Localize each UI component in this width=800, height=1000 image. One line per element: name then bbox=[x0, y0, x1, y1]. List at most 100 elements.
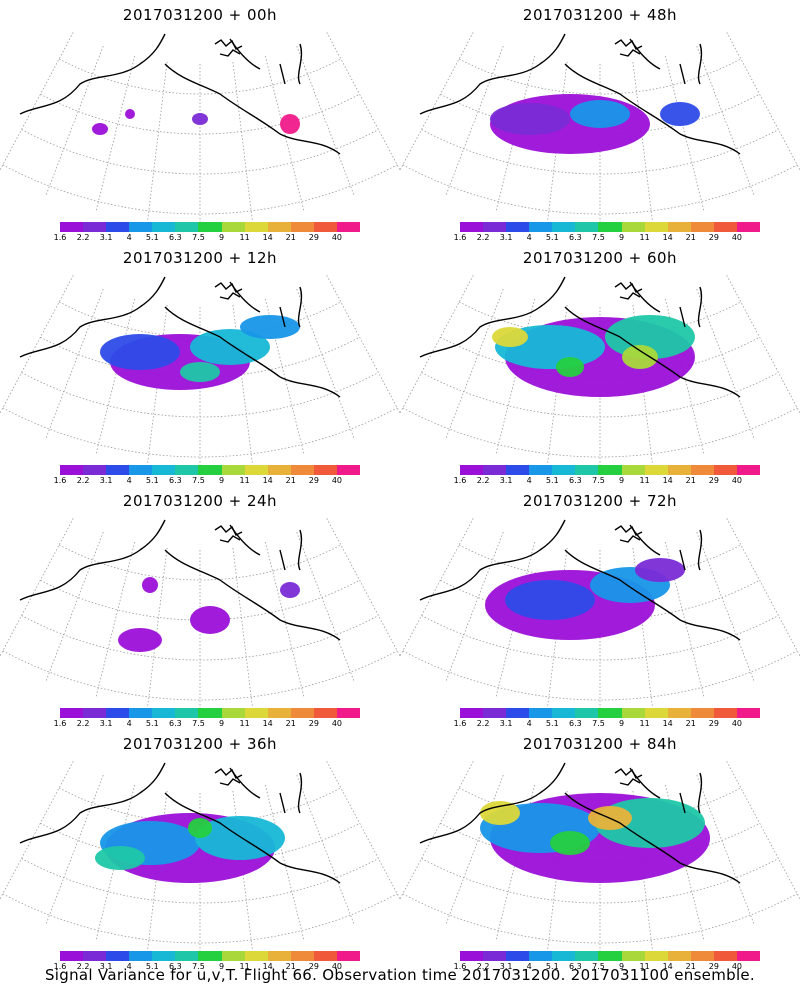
colorbar-segment bbox=[552, 708, 576, 718]
colorbar-segment bbox=[621, 465, 645, 475]
colorbar-tick-label: 2.2 bbox=[476, 233, 490, 242]
colorbar-tick-label: 4 bbox=[126, 233, 132, 242]
colorbar-segment bbox=[644, 951, 668, 961]
colorbar-tick-label: 4 bbox=[126, 476, 132, 485]
variance-contour bbox=[100, 334, 180, 370]
colorbar-segment bbox=[460, 951, 484, 961]
variance-contour bbox=[195, 816, 285, 860]
colorbar-segment bbox=[644, 465, 668, 475]
colorbar-tick-label: 6.3 bbox=[169, 719, 182, 728]
colorbar-segment bbox=[575, 708, 599, 718]
variance-contour bbox=[142, 577, 158, 593]
colorbar-tick-label: 14 bbox=[662, 719, 673, 728]
colorbar-segment bbox=[129, 708, 153, 718]
colorbar-segment bbox=[175, 951, 199, 961]
colorbar-segment bbox=[506, 222, 530, 232]
colorbar-tick-label: 29 bbox=[708, 962, 719, 971]
colorbar-segment bbox=[598, 222, 622, 232]
colorbar-segment bbox=[198, 951, 222, 961]
colorbar-tick-label: 11 bbox=[639, 962, 650, 971]
colorbar-tick-label: 5.1 bbox=[145, 233, 159, 242]
colorbar-tick-label: 5.1 bbox=[145, 962, 159, 971]
colorbar-segment bbox=[83, 708, 107, 718]
colorbar-tick-label: 21 bbox=[285, 476, 296, 485]
colorbar-segment bbox=[198, 222, 222, 232]
colorbar-segment bbox=[483, 465, 507, 475]
colorbar-segment bbox=[529, 708, 553, 718]
colorbar-tick-label: 29 bbox=[308, 233, 319, 242]
colorbar-labels: 1.6 2.2 3.1 4 5.1 6.3 7.5 9 11 14 21 29 40 bbox=[454, 719, 760, 729]
colorbar-tick-label: 6.3 bbox=[569, 719, 582, 728]
colorbar-segment bbox=[690, 222, 714, 232]
colorbar-tick-label: 11 bbox=[239, 233, 250, 242]
panel-title: 2017031200 + 00h bbox=[122, 6, 278, 24]
variance-field bbox=[492, 315, 695, 397]
colorbar-tick-label: 9 bbox=[618, 719, 625, 728]
panel-title: 2017031200 + 48h bbox=[522, 6, 678, 24]
colorbar-tick-label: 29 bbox=[308, 476, 319, 485]
colorbar-tick-label: 2.2 bbox=[476, 476, 490, 485]
colorbar-tick-label: 40 bbox=[731, 476, 743, 485]
colorbar-segment bbox=[506, 951, 530, 961]
colorbar-tick-label: 21 bbox=[685, 233, 696, 242]
colorbar-segment bbox=[175, 222, 199, 232]
colorbar-segment bbox=[713, 708, 737, 718]
panel-title: 2017031200 + 84h bbox=[522, 735, 678, 753]
colorbar-tick-label: 4 bbox=[526, 962, 532, 971]
coastline bbox=[19, 33, 341, 155]
variance-contour bbox=[180, 362, 220, 382]
colorbar-segment bbox=[736, 465, 761, 475]
colorbar-segment bbox=[198, 708, 222, 718]
coastline bbox=[19, 762, 341, 884]
colorbar-segment bbox=[313, 222, 337, 232]
variance-field bbox=[480, 793, 710, 883]
variance-contour bbox=[556, 357, 584, 377]
colorbar-segment bbox=[529, 465, 553, 475]
colorbar bbox=[460, 222, 761, 232]
graticule bbox=[0, 518, 400, 710]
colorbar-tick-label: 5.1 bbox=[145, 719, 159, 728]
variance-contour bbox=[280, 114, 300, 134]
colorbar-labels: 1.6 2.2 3.1 4 5.1 6.3 7.5 9 11 14 21 29 40 bbox=[454, 233, 760, 243]
figure-caption: Signal Variance for u,v,T. Flight 66. Ob… bbox=[44, 966, 756, 984]
colorbar-tick-label: 3.1 bbox=[499, 476, 513, 485]
colorbar-tick-label: 5.1 bbox=[545, 962, 559, 971]
colorbar-tick-label: 2.2 bbox=[76, 476, 90, 485]
colorbar-segment bbox=[313, 465, 337, 475]
colorbar-segment bbox=[690, 465, 714, 475]
colorbar-segment bbox=[713, 222, 737, 232]
colorbar-segment bbox=[221, 222, 245, 232]
colorbar-segment bbox=[152, 951, 176, 961]
colorbar-segment bbox=[60, 708, 84, 718]
colorbar-tick-label: 9 bbox=[618, 476, 625, 485]
colorbar-tick-label: 29 bbox=[308, 962, 319, 971]
colorbar-tick-label: 4 bbox=[126, 719, 132, 728]
colorbar-tick-label: 1.6 bbox=[453, 719, 467, 728]
colorbar-labels: 1.6 2.2 3.1 4 5.1 6.3 7.5 9 11 14 21 29 40 bbox=[454, 476, 760, 486]
colorbar-segment bbox=[175, 465, 199, 475]
variance-contour bbox=[240, 315, 300, 339]
colorbar-tick-label: 1.6 bbox=[453, 476, 467, 485]
colorbar-tick-label: 6.3 bbox=[569, 476, 582, 485]
colorbar-tick-label: 40 bbox=[731, 719, 743, 728]
colorbar-tick-label: 4 bbox=[126, 962, 132, 971]
colorbar-tick-label: 1.6 bbox=[53, 233, 67, 242]
variance-contour bbox=[635, 558, 685, 582]
colorbar-segment bbox=[336, 222, 361, 232]
colorbar-segment bbox=[152, 708, 176, 718]
colorbar-tick-label: 14 bbox=[262, 719, 273, 728]
colorbar-segment bbox=[198, 465, 222, 475]
colorbar-tick-label: 3.1 bbox=[499, 962, 513, 971]
panel-title: 2017031200 + 72h bbox=[522, 492, 678, 510]
colorbar-tick-label: 5.1 bbox=[545, 476, 559, 485]
colorbar-tick-label: 21 bbox=[685, 476, 696, 485]
colorbar-segment bbox=[60, 222, 84, 232]
colorbar-segment bbox=[460, 708, 484, 718]
graticule bbox=[400, 32, 800, 224]
colorbar-segment bbox=[575, 951, 599, 961]
forecast-panel: 2017031200 + 84h 1.6 2.2 3.1 4 5.1 6.3 7.5 9 11 14… bbox=[400, 729, 800, 974]
colorbar-tick-label: 9 bbox=[618, 233, 625, 242]
colorbar-tick-label: 14 bbox=[662, 476, 673, 485]
colorbar-tick-label: 29 bbox=[708, 476, 719, 485]
variance-field bbox=[490, 94, 700, 154]
